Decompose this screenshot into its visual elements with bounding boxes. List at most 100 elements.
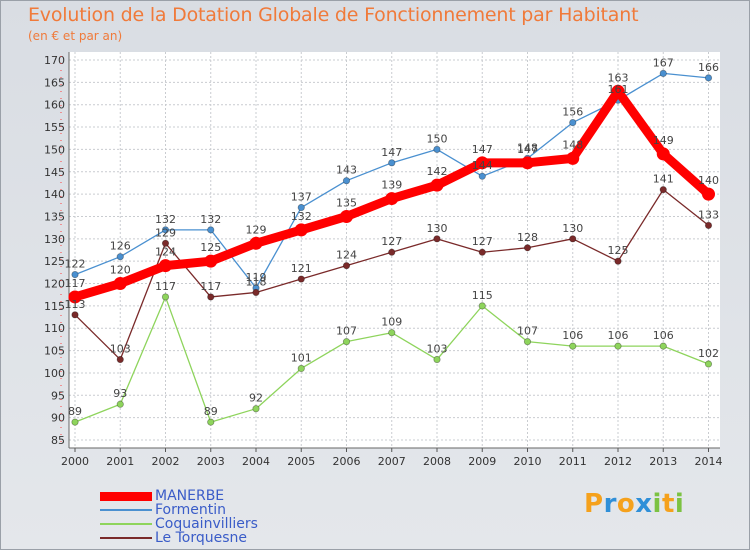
y-tick-label: 170 — [44, 54, 65, 67]
data-point-le-torquesne — [297, 275, 305, 283]
data-point-le-torquesne — [659, 186, 667, 194]
data-point-le-torquesne — [478, 248, 486, 256]
data-point-le-torquesne — [614, 257, 622, 265]
y-tick-label: 145 — [44, 166, 65, 179]
y-tick-label: 105 — [44, 345, 65, 358]
data-point-coquainvilliers — [659, 342, 667, 350]
data-point-le-torquesne — [569, 235, 577, 243]
y-tick-label: 85 — [51, 434, 65, 447]
legend-item-manerbe: MANERBE — [100, 488, 224, 504]
y-tick-label: 150 — [44, 143, 65, 156]
data-point-coquainvilliers — [161, 293, 170, 301]
data-label-coquainvilliers: 115 — [472, 289, 493, 302]
data-point-manerbe — [204, 254, 218, 268]
data-label-coquainvilliers: 107 — [517, 325, 538, 338]
data-point-coquainvilliers — [704, 360, 713, 368]
data-label-le-torquesne: 103 — [110, 343, 131, 356]
data-label-formentin: 143 — [336, 164, 357, 177]
data-label-manerbe: 124 — [155, 246, 176, 259]
data-point-formentin — [161, 226, 170, 234]
legend-swatch-coquainvilliers — [100, 523, 152, 525]
data-point-coquainvilliers — [297, 364, 305, 373]
data-point-formentin — [433, 145, 441, 154]
data-label-formentin: 166 — [698, 61, 719, 74]
data-point-coquainvilliers — [342, 338, 351, 346]
plot-area — [69, 52, 720, 448]
data-label-le-torquesne: 130 — [562, 222, 583, 235]
data-label-manerbe: 132 — [291, 210, 312, 223]
data-point-manerbe — [611, 84, 625, 98]
data-label-coquainvilliers: 106 — [653, 329, 674, 342]
data-label-manerbe: 140 — [698, 174, 719, 187]
logo-letter: x — [635, 489, 653, 519]
data-label-manerbe: 117 — [65, 277, 86, 290]
data-point-coquainvilliers — [116, 400, 124, 408]
data-label-le-torquesne: 113 — [65, 298, 86, 311]
data-point-manerbe — [159, 259, 172, 273]
data-point-coquainvilliers — [569, 342, 577, 350]
data-point-formentin — [116, 253, 124, 261]
data-point-manerbe — [702, 187, 715, 201]
data-label-formentin: 144 — [472, 159, 493, 172]
data-label-formentin: 122 — [65, 258, 86, 271]
data-label-formentin: 150 — [427, 132, 448, 145]
logo-letter: r — [603, 489, 617, 519]
data-point-formentin — [659, 69, 667, 78]
legend-item-coquainvilliers: Coquainvilliers — [100, 516, 258, 532]
x-tick-label: 2006 — [333, 455, 361, 468]
y-tick-label: 165 — [44, 76, 65, 89]
data-label-coquainvilliers: 103 — [427, 343, 448, 356]
data-point-le-torquesne — [116, 355, 124, 364]
data-label-le-torquesne: 127 — [381, 235, 402, 248]
data-point-manerbe — [249, 236, 263, 250]
data-label-formentin: 137 — [291, 191, 312, 204]
data-label-formentin: 126 — [110, 240, 131, 253]
x-tick-label: 2009 — [468, 455, 496, 468]
data-point-coquainvilliers — [388, 329, 396, 337]
data-label-le-torquesne: 130 — [427, 222, 448, 235]
data-label-manerbe: 149 — [653, 134, 674, 147]
y-tick-label: 90 — [51, 412, 65, 425]
y-tick-label: 120 — [44, 278, 65, 291]
data-point-coquainvilliers — [433, 355, 441, 364]
data-point-coquainvilliers — [614, 342, 622, 350]
x-tick-label: 2011 — [559, 455, 587, 468]
data-point-le-torquesne — [71, 311, 79, 319]
y-tick-label: 110 — [44, 322, 65, 335]
data-label-formentin: 161 — [608, 83, 629, 96]
data-point-le-torquesne — [207, 293, 215, 301]
data-label-manerbe: 147 — [472, 143, 493, 156]
data-label-le-torquesne: 117 — [200, 280, 221, 293]
y-tick-label: 140 — [44, 188, 65, 201]
data-label-manerbe: 142 — [427, 165, 448, 178]
x-tick-label: 2002 — [152, 455, 180, 468]
data-label-coquainvilliers: 106 — [608, 329, 629, 342]
data-label-le-torquesne: 128 — [517, 231, 538, 244]
data-label-coquainvilliers: 117 — [155, 280, 176, 293]
data-label-le-torquesne: 118 — [246, 275, 267, 288]
data-point-le-torquesne — [433, 235, 441, 243]
data-point-le-torquesne — [342, 262, 351, 270]
data-label-formentin: 132 — [200, 213, 221, 226]
data-label-le-torquesne: 133 — [698, 208, 719, 221]
proxiti-logo: Proxiti — [584, 489, 684, 519]
x-tick-label: 2013 — [649, 455, 677, 468]
data-label-manerbe: 147 — [517, 143, 538, 156]
data-label-coquainvilliers: 107 — [336, 325, 357, 338]
y-tick-label: 155 — [44, 121, 65, 134]
x-tick-label: 2001 — [106, 455, 134, 468]
data-point-coquainvilliers — [252, 405, 260, 413]
legend-label-coquainvilliers: Coquainvilliers — [155, 516, 258, 532]
data-label-formentin: 132 — [155, 213, 176, 226]
chart-title: Evolution de la Dotation Globale de Fonc… — [28, 4, 639, 26]
data-point-formentin — [569, 118, 577, 127]
data-label-manerbe: 125 — [200, 241, 221, 254]
data-point-le-torquesne — [161, 239, 170, 247]
data-label-manerbe: 139 — [381, 179, 402, 192]
data-point-manerbe — [566, 151, 580, 165]
data-point-formentin — [297, 203, 305, 212]
y-tick-label: 95 — [51, 389, 65, 402]
data-point-manerbe — [430, 178, 444, 192]
legend-label-formentin: Formentin — [155, 502, 227, 518]
